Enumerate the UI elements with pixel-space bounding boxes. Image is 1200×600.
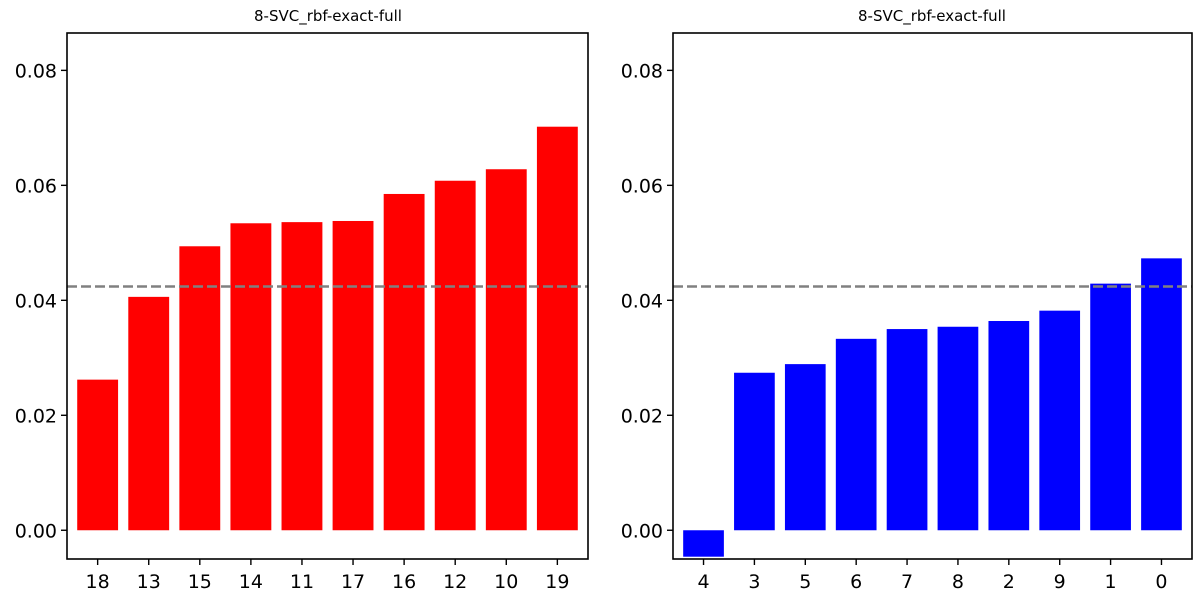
right-bar-9 <box>1039 310 1081 531</box>
right-bar-5 <box>784 364 826 531</box>
left-bar-16 <box>383 193 425 531</box>
right-x-tick-label: 7 <box>901 571 913 593</box>
left-bar-11 <box>281 222 323 531</box>
right-bar-7 <box>886 329 928 531</box>
left-plot-frame <box>66 32 589 560</box>
left-y-tick-label: 0.02 <box>15 405 57 427</box>
right-y-tick-label: 0.00 <box>621 520 663 542</box>
right-bar-8 <box>937 326 979 531</box>
left-chart-panel: 8-SVC_rbf-exact-full 0.00 0.02 0.04 0.06 0.0… <box>15 7 589 593</box>
left-y-tick-label: 0.04 <box>15 290 57 312</box>
right-chart-title: 8-SVC_rbf-exact-full <box>858 7 1006 26</box>
left-x-tick-label: 15 <box>188 571 212 593</box>
left-y-tick-label: 0.06 <box>15 175 57 197</box>
right-y-tick-label: 0.04 <box>621 290 663 312</box>
left-chart-title: 8-SVC_rbf-exact-full <box>254 7 402 26</box>
right-bar-6 <box>835 338 877 531</box>
left-y-tick-label: 0.08 <box>15 60 57 82</box>
right-x-tick-label: 0 <box>1155 571 1167 593</box>
left-x-tick-label: 11 <box>290 571 314 593</box>
right-x-tick-label: 6 <box>850 571 862 593</box>
right-x-tick-label: 4 <box>697 571 709 593</box>
left-bar-10 <box>485 169 527 531</box>
right-chart-panel: 8-SVC_rbf-exact-full 0.00 0.02 0.04 0.06 0.0… <box>621 7 1193 593</box>
right-bar-1 <box>1090 283 1131 531</box>
right-bar-3 <box>734 372 775 531</box>
left-x-tick-label: 13 <box>137 571 161 593</box>
left-bar-12 <box>434 180 476 531</box>
left-bar-18 <box>77 379 119 531</box>
left-x-tick-label: 10 <box>494 571 518 593</box>
right-x-tick-label: 1 <box>1105 571 1117 593</box>
left-x-tick-label: 18 <box>86 571 110 593</box>
left-x-tick-label: 19 <box>545 571 569 593</box>
left-bar-14 <box>230 223 272 531</box>
right-bar-0 <box>1141 258 1182 531</box>
right-x-tick-label: 2 <box>1003 571 1015 593</box>
left-x-tick-label: 14 <box>239 571 263 593</box>
left-bar-17 <box>332 220 374 531</box>
right-x-tick-label: 8 <box>952 571 964 593</box>
left-x-tick-label: 12 <box>443 571 467 593</box>
left-bar-19 <box>536 126 578 531</box>
right-y-tick-label: 0.06 <box>621 175 663 197</box>
left-x-tick-label: 16 <box>392 571 416 593</box>
right-bar-2 <box>988 321 1030 531</box>
right-bar-4 <box>683 530 724 557</box>
right-plot-frame <box>672 32 1193 560</box>
right-x-tick-label: 9 <box>1054 571 1066 593</box>
right-x-tick-label: 5 <box>799 571 811 593</box>
left-bar-13 <box>128 296 170 531</box>
right-x-tick-label: 3 <box>748 571 760 593</box>
left-bar-15 <box>179 246 221 531</box>
right-y-tick-label: 0.02 <box>621 405 663 427</box>
right-y-tick-label: 0.08 <box>621 60 663 82</box>
left-y-tick-label: 0.00 <box>15 520 57 542</box>
left-x-tick-label: 17 <box>341 571 365 593</box>
